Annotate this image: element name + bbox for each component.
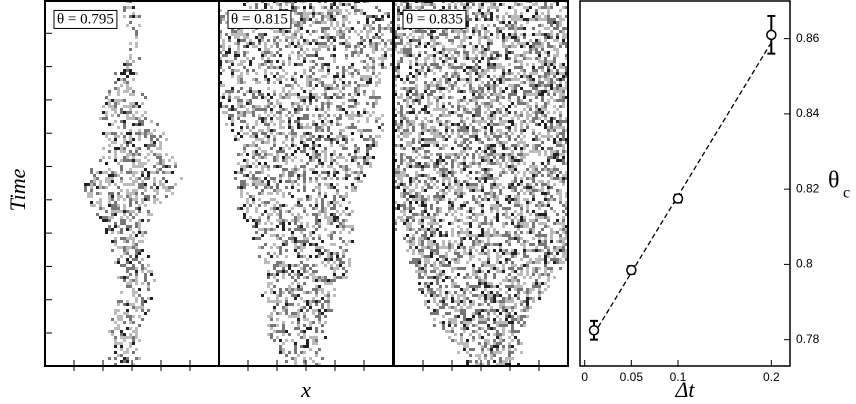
texture	[219, 0, 393, 366]
panels-y-label: Time	[5, 168, 30, 211]
panel-label: θ = 0.795	[57, 11, 114, 27]
panel-label: θ = 0.835	[406, 11, 463, 27]
y-axis-subscript: c	[843, 185, 850, 202]
data-point	[626, 264, 637, 276]
y-axis-title: θ	[828, 168, 840, 194]
y-tick-label: 0.84	[796, 106, 820, 120]
fit-line	[593, 42, 772, 335]
texture	[394, 0, 568, 366]
y-tick-label: 0.78	[796, 332, 820, 346]
x-tick-label: 0	[581, 370, 588, 384]
y-tick-label: 0.86	[796, 31, 820, 45]
panel-label-box	[227, 9, 292, 29]
data-point	[672, 193, 684, 204]
texture	[84, 6, 174, 363]
x-tick-label: 0.05	[620, 370, 644, 384]
data-point	[588, 325, 600, 336]
x-tick-label: 0.2	[763, 370, 780, 384]
x-axis-title: Δt	[674, 377, 695, 402]
plot-frame	[579, 0, 791, 367]
data-point	[766, 29, 777, 41]
scatter-plot: 0 0.05 0.1 0.2 0.78 0.8 0.82 0.84 0.86 Δt θ c	[579, 0, 850, 402]
pattern-panels: θ = 0.795 θ = 0.815 θ = 0.835	[44, 0, 569, 371]
y-tick-label: 0.82	[796, 181, 820, 195]
panel-label-box	[53, 9, 118, 29]
panel-label-box	[402, 9, 467, 29]
panels-x-label: x	[300, 377, 311, 402]
texture	[87, 0, 183, 366]
texture	[394, 0, 568, 366]
y-tick-label: 0.8	[796, 257, 813, 271]
x-tick-label: 0.1	[670, 370, 687, 384]
panel-label: θ = 0.815	[231, 11, 288, 27]
